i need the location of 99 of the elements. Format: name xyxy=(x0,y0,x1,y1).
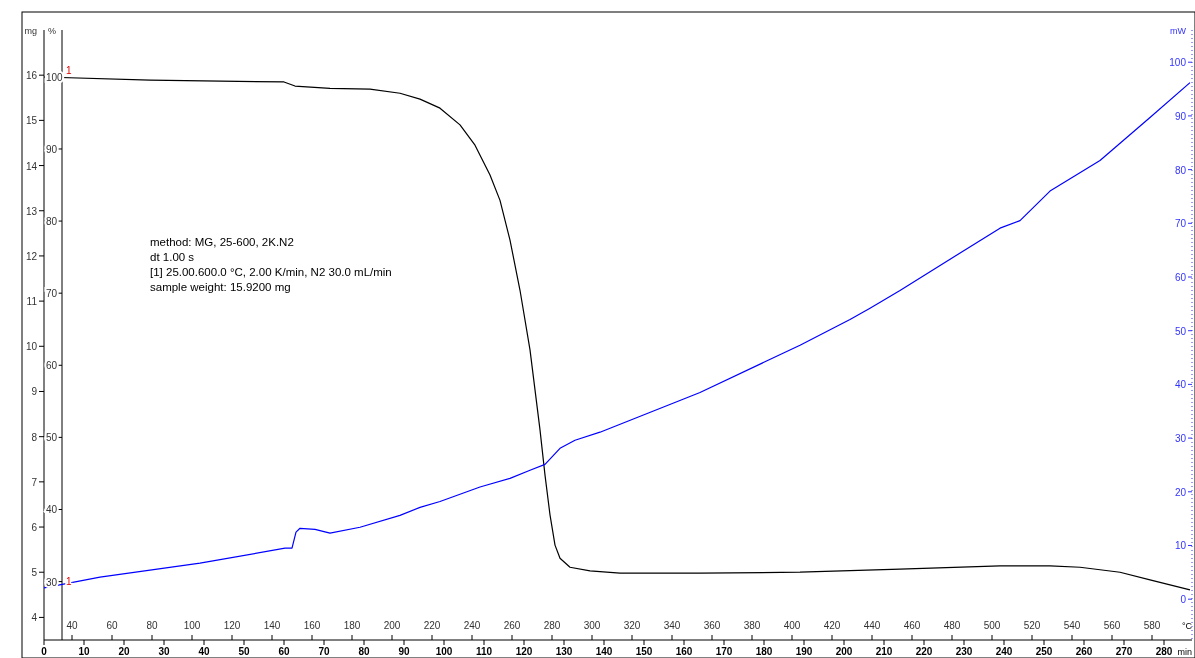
x-tick-label: 30 xyxy=(158,646,170,657)
annotation: [1] 25.00.600.0 °C, 2.00 K/min, N2 30.0 mL/min xyxy=(150,266,392,278)
x2-tick-label: 220 xyxy=(423,620,441,631)
y-tick-label: 16 xyxy=(25,70,38,82)
y2-tick-label: 20 xyxy=(1174,486,1187,498)
x-tick-label: 100 xyxy=(435,646,453,657)
x-tick-label: 240 xyxy=(995,646,1013,657)
x-tick-label: 160 xyxy=(675,646,693,657)
y3-tick-label: 90 xyxy=(46,143,58,155)
y-tick-label: 4 xyxy=(31,612,38,624)
y2-tick-label: 60 xyxy=(1174,272,1187,284)
x2-tick-label: 440 xyxy=(863,620,881,631)
y-axis-title: mg xyxy=(24,26,37,36)
x2-tick-label: 180 xyxy=(343,620,361,631)
y-tick-label: 7 xyxy=(31,476,38,488)
annotation: 1 xyxy=(66,576,72,588)
annotation: sample weight: 15.9200 mg xyxy=(150,281,291,293)
x-tick-label: 0 xyxy=(41,646,48,657)
x2-tick-label: 400 xyxy=(783,620,801,631)
y-tick-label: 15 xyxy=(25,115,38,127)
y2-tick-label: 100 xyxy=(1169,57,1187,69)
y3-tick-label: 60 xyxy=(46,360,58,372)
x2-tick-label: 60 xyxy=(106,620,118,631)
x2-tick-label: 80 xyxy=(146,620,158,631)
y2-tick-label: 30 xyxy=(1174,433,1187,445)
x2-tick-label: 580 xyxy=(1143,620,1161,631)
y2-tick-label: 10 xyxy=(1174,540,1187,552)
x2-tick-label: 420 xyxy=(823,620,841,631)
x-tick-label: 250 xyxy=(1035,646,1053,657)
y2-tick-label: 0 xyxy=(1180,594,1187,606)
y2-tick-label: 90 xyxy=(1174,110,1187,122)
y-tick-label: 13 xyxy=(25,205,38,217)
y2-tick-label: 70 xyxy=(1174,218,1187,230)
x2-tick-label: 120 xyxy=(223,620,241,631)
y-tick-label: 5 xyxy=(31,567,38,579)
x2-tick-label: 140 xyxy=(263,620,281,631)
x2-tick-label: 320 xyxy=(623,620,641,631)
x-tick-label: 50 xyxy=(238,646,250,657)
y-tick-label: 14 xyxy=(25,160,38,172)
x-tick-label: 260 xyxy=(1075,646,1093,657)
x-tick-label: 150 xyxy=(635,646,653,657)
y2-tick-label: 50 xyxy=(1174,325,1187,337)
x-axis-title: min xyxy=(1177,647,1192,657)
x2-tick-label: 340 xyxy=(663,620,681,631)
y3-tick-label: 80 xyxy=(46,216,58,228)
x-tick-label: 220 xyxy=(915,646,933,657)
x2-tick-label: 260 xyxy=(503,620,521,631)
x-tick-label: 70 xyxy=(318,646,330,657)
annotation: 1 xyxy=(66,64,72,76)
x2-tick-label: 300 xyxy=(583,620,601,631)
x2-axis-title: °C xyxy=(1181,621,1193,631)
x2-tick-label: 240 xyxy=(463,620,481,631)
y3-tick-label: 40 xyxy=(46,504,58,516)
annotation: method: MG, 25-600, 2K.N2 xyxy=(150,236,294,248)
x-tick-label: 230 xyxy=(955,646,973,657)
x2-tick-label: 360 xyxy=(703,620,721,631)
x-tick-label: 60 xyxy=(278,646,290,657)
y3-tick-label: 30 xyxy=(46,576,58,588)
x2-tick-label: 500 xyxy=(983,620,1001,631)
x-tick-label: 210 xyxy=(875,646,893,657)
y2-tick-label: 40 xyxy=(1174,379,1187,391)
y-tick-label: 11 xyxy=(26,296,38,308)
x-tick-label: 110 xyxy=(475,646,493,657)
y2-tick-label: 80 xyxy=(1174,164,1187,176)
x2-tick-label: 460 xyxy=(903,620,921,631)
x2-tick-label: 280 xyxy=(543,620,561,631)
y3-tick-label: 50 xyxy=(46,432,58,444)
y-tick-label: 9 xyxy=(31,386,38,398)
x-tick-label: 120 xyxy=(515,646,533,657)
x-tick-label: 190 xyxy=(795,646,813,657)
y-tick-label: 6 xyxy=(31,522,38,534)
x-tick-label: 270 xyxy=(1115,646,1133,657)
x2-tick-label: 480 xyxy=(943,620,961,631)
x-tick-label: 180 xyxy=(755,646,773,657)
x2-tick-label: 200 xyxy=(383,620,401,631)
x2-tick-label: 380 xyxy=(743,620,761,631)
x-tick-label: 140 xyxy=(595,646,613,657)
x-tick-label: 40 xyxy=(198,646,210,657)
x-tick-label: 130 xyxy=(555,646,573,657)
y3-axis-title: % xyxy=(48,26,57,36)
x2-tick-label: 160 xyxy=(303,620,321,631)
x-tick-label: 20 xyxy=(118,646,130,657)
x2-tick-label: 40 xyxy=(66,620,78,631)
y-tick-label: 12 xyxy=(25,250,38,262)
y-tick-label: 8 xyxy=(31,431,38,443)
x2-tick-label: 540 xyxy=(1063,620,1081,631)
x2-tick-label: 520 xyxy=(1023,620,1041,631)
x-tick-label: 10 xyxy=(78,646,90,657)
x-tick-label: 90 xyxy=(398,646,410,657)
x-tick-label: 200 xyxy=(835,646,853,657)
y-tick-label: 10 xyxy=(25,341,38,353)
y2-axis-title: mW xyxy=(1170,26,1187,36)
x-tick-label: 280 xyxy=(1155,646,1173,657)
x2-tick-label: 100 xyxy=(183,620,201,631)
x2-tick-label: 560 xyxy=(1103,620,1121,631)
y3-tick-label: 70 xyxy=(46,288,58,300)
x-tick-label: 170 xyxy=(715,646,733,657)
x-tick-label: 80 xyxy=(358,646,370,657)
annotation: dt 1.00 s xyxy=(150,251,195,263)
